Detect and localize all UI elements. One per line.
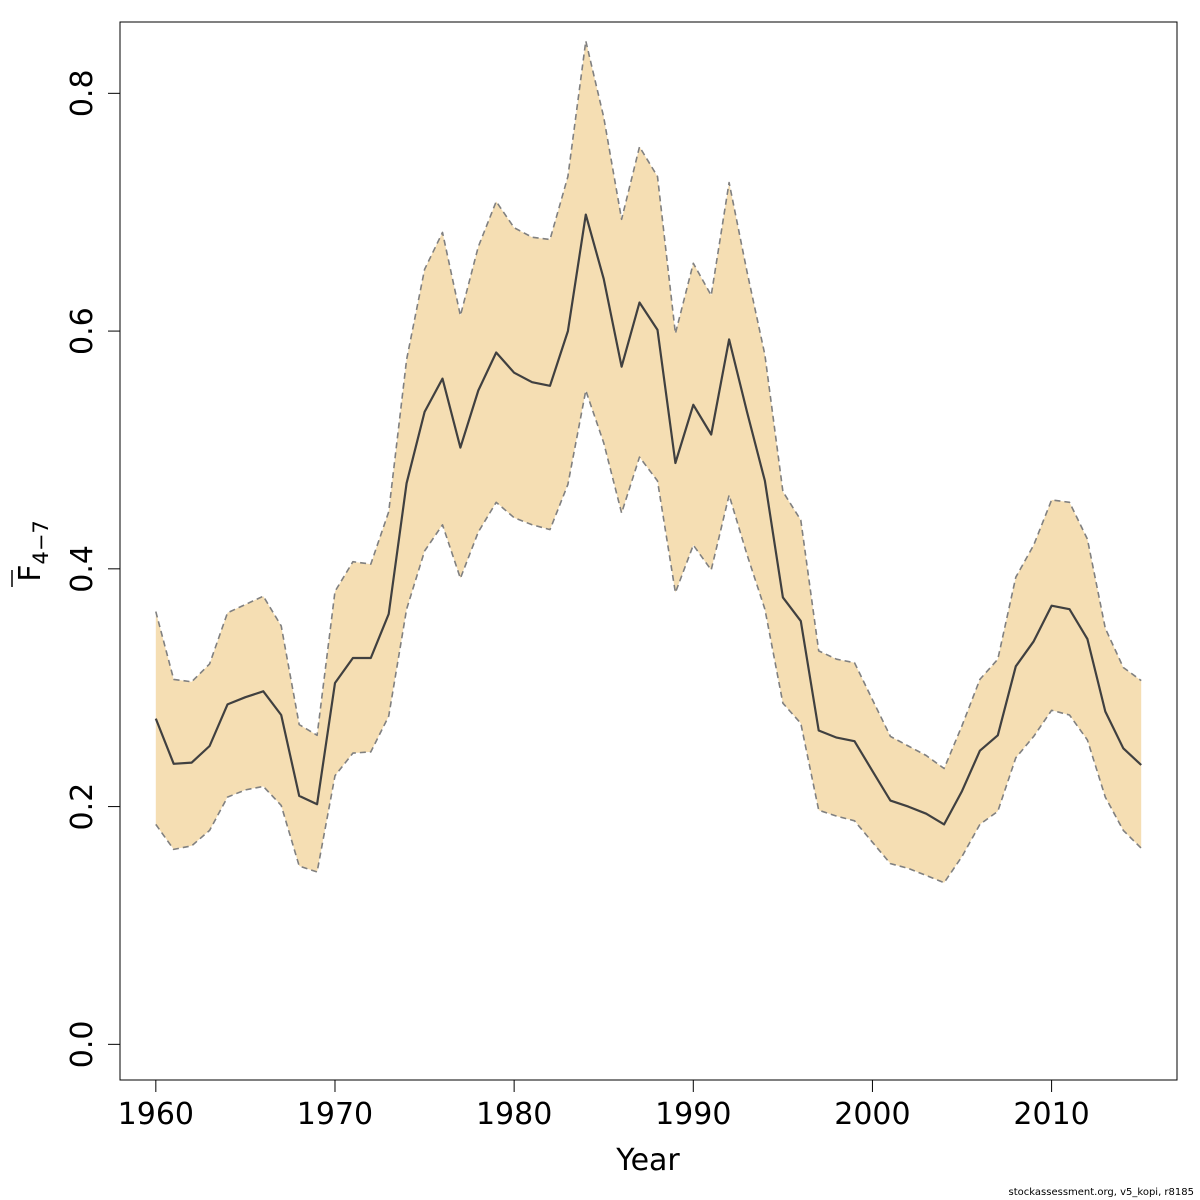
- series-marks: [154, 40, 1142, 884]
- estimate-line: [154, 213, 1142, 826]
- confidence-band: [155, 41, 1142, 883]
- y-tick-label: 0.8: [65, 69, 100, 117]
- x-tick-label: 1990: [655, 1097, 731, 1132]
- upper-bound-line: [155, 40, 1142, 770]
- x-tick-label: 1970: [297, 1097, 373, 1132]
- x-axis: 1960 1970 1980 1990 2000 2010: [118, 1079, 1090, 1132]
- y-tick-label: 0.2: [65, 783, 100, 831]
- y-axis: 0.0 0.2 0.4 0.6 0.8: [65, 69, 121, 1068]
- y-axis-title-main: F: [13, 565, 48, 582]
- x-tick-label: 2000: [834, 1097, 910, 1132]
- x-tick-label: 2010: [1013, 1097, 1089, 1132]
- y-tick-label: 0.6: [65, 307, 100, 355]
- svg-text:F4−7: F4−7: [13, 520, 53, 582]
- y-axis-title-subscript: 4−7: [29, 520, 53, 564]
- y-tick-label: 0.4: [65, 545, 100, 593]
- x-tick-label: 1980: [476, 1097, 552, 1132]
- y-axis-title: F4−7: [11, 520, 53, 587]
- footer-credit: stockassessment.org, v5_kopi, r8185: [1008, 1187, 1194, 1198]
- x-tick-label: 1960: [118, 1097, 194, 1132]
- y-tick-label: 0.0: [65, 1020, 100, 1068]
- lower-bound-line: [155, 389, 1142, 884]
- x-axis-title: Year: [615, 1143, 680, 1178]
